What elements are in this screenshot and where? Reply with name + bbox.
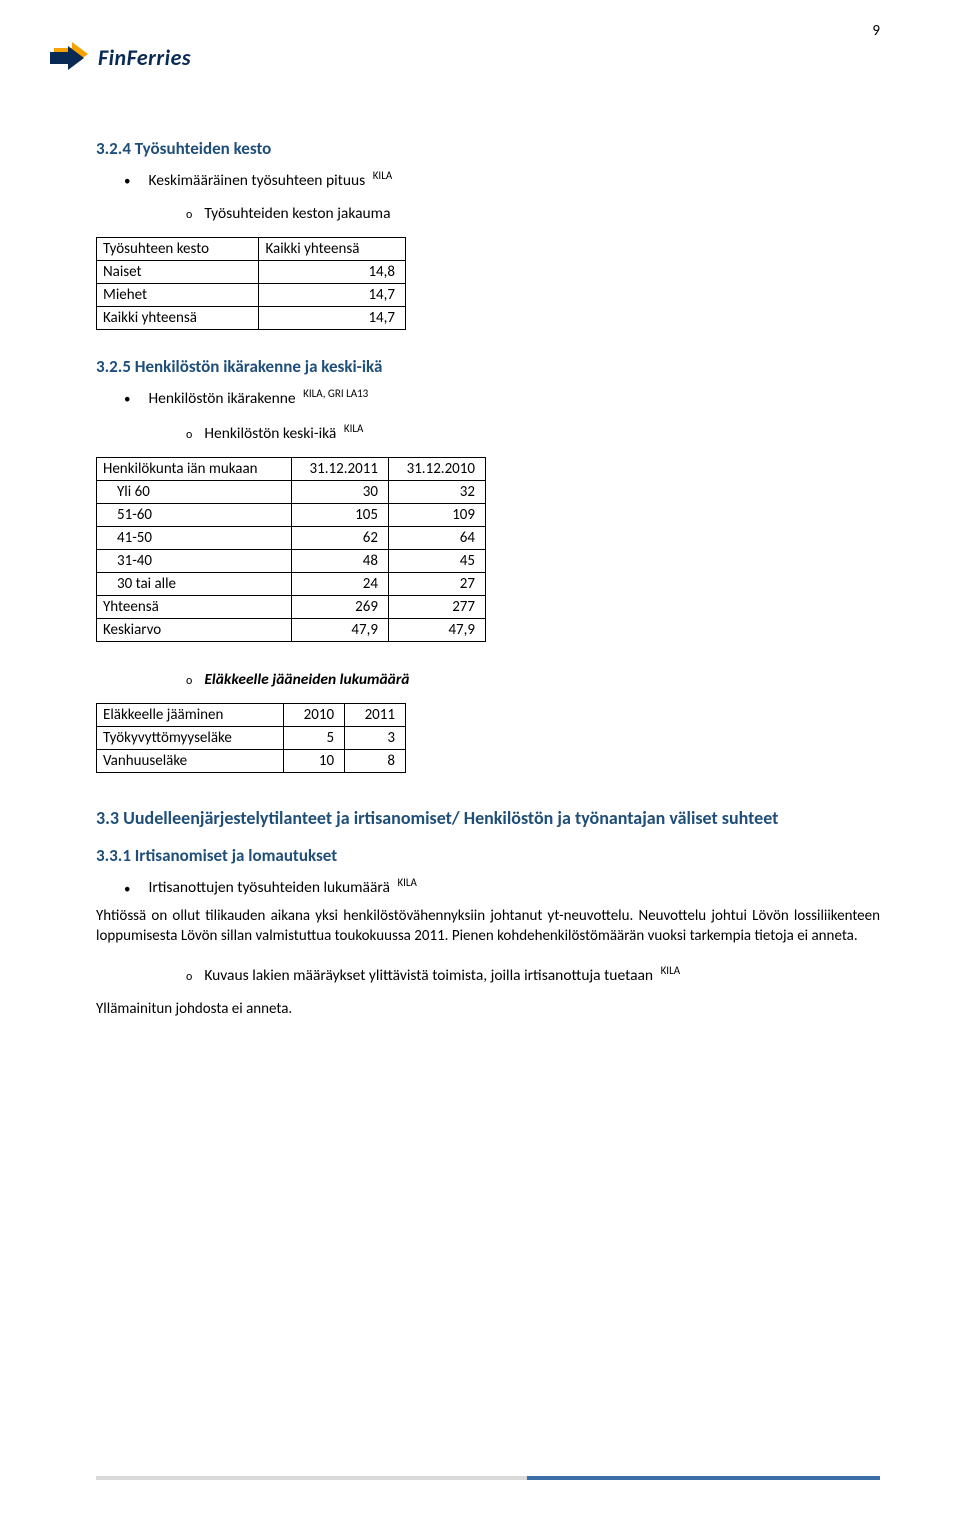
- table-325a: Henkilökunta iän mukaan 31.12.2011 31.12…: [96, 457, 486, 642]
- sub-bullet-325b: o Eläkkeelle jääneiden lukumäärä: [186, 670, 880, 689]
- sub-bullet-325a-sup: KILA: [344, 422, 363, 435]
- sub-bullet-331: o Kuvaus lakien määräykset ylittävistä t…: [186, 964, 880, 985]
- table-row: Keskiarvo47,947,9: [97, 619, 486, 642]
- table-row: 30 tai alle2427: [97, 573, 486, 596]
- closing-331: Yllämainitun johdosta ei anneta.: [96, 999, 880, 1019]
- table-row: Vanhuuseläke108: [97, 750, 406, 773]
- bullet-331-text: Irtisanottujen työsuhteiden lukumäärä: [148, 879, 389, 898]
- company-logo: FinFerries: [48, 38, 191, 76]
- heading-331: 3.3.1 Irtisanomiset ja lomautukset: [96, 845, 880, 866]
- table-325b: Eläkkeelle jääminen 2010 2011 Työkyvyttö…: [96, 703, 406, 773]
- table-row: Työsuhteen kesto Kaikki yhteensä: [97, 238, 406, 261]
- bullet-325: • Henkilöstön ikärakenne KILA, GRI LA13: [124, 387, 880, 408]
- para-331: Yhtiössä on ollut tilikauden aikana yksi…: [96, 906, 880, 947]
- heading-324: 3.2.4 Työsuhteiden kesto: [96, 138, 880, 159]
- logo-text: FinFerries: [98, 44, 191, 71]
- table-row: Yli 603032: [97, 481, 486, 504]
- arrow-icon: [48, 38, 92, 76]
- page-number: 9: [872, 22, 880, 40]
- circle-bullet-icon: o: [186, 428, 192, 442]
- table-header-cell: Kaikki yhteensä: [259, 238, 406, 261]
- heading-325: 3.2.5 Henkilöstön ikärakenne ja keski-ik…: [96, 356, 880, 377]
- circle-bullet-icon: o: [186, 208, 192, 222]
- sub-bullet-331-text: Kuvaus lakien määräykset ylittävistä toi…: [204, 966, 653, 985]
- circle-bullet-icon: o: [186, 674, 192, 688]
- bullet-325-text: Henkilöstön ikärakenne: [148, 389, 295, 408]
- footer-line: [96, 1476, 880, 1480]
- sub-bullet-325b-text: Eläkkeelle jääneiden lukumäärä: [204, 670, 409, 689]
- heading-33: 3.3 Uudelleenjärjestelytilanteet ja irti…: [96, 807, 856, 829]
- bullet-dot-icon: •: [124, 393, 130, 406]
- table-row: Työkyvyttömyyseläke53: [97, 727, 406, 750]
- sub-bullet-324-text: Työsuhteiden keston jakauma: [204, 204, 390, 223]
- table-324: Työsuhteen kesto Kaikki yhteensä Naiset1…: [96, 237, 406, 330]
- table-row: Eläkkeelle jääminen 2010 2011: [97, 704, 406, 727]
- table-header-cell: Työsuhteen kesto: [97, 238, 259, 261]
- table-row: Yhteensä269277: [97, 596, 486, 619]
- sub-bullet-325a: o Henkilöstön keski-ikä KILA: [186, 422, 880, 443]
- table-row: Naiset14,8: [97, 261, 406, 284]
- page-content: 3.2.4 Työsuhteiden kesto • Keskimääräine…: [96, 138, 880, 1020]
- sub-bullet-331-sup: KILA: [661, 964, 680, 977]
- bullet-dot-icon: •: [124, 175, 130, 188]
- table-row: 31-404845: [97, 550, 486, 573]
- bullet-dot-icon: •: [124, 883, 130, 896]
- sub-bullet-324: o Työsuhteiden keston jakauma: [186, 204, 880, 223]
- bullet-331: • Irtisanottujen työsuhteiden lukumäärä …: [124, 876, 880, 897]
- table-row: 41-506264: [97, 527, 486, 550]
- bullet-324-sup: KILA: [373, 169, 392, 182]
- sub-bullet-325a-text: Henkilöstön keski-ikä: [204, 424, 336, 443]
- table-row: Henkilökunta iän mukaan 31.12.2011 31.12…: [97, 458, 486, 481]
- bullet-324: • Keskimääräinen työsuhteen pituus KILA: [124, 169, 880, 190]
- circle-bullet-icon: o: [186, 970, 192, 984]
- bullet-331-sup: KILA: [397, 876, 416, 889]
- table-row: Miehet14,7: [97, 284, 406, 307]
- bullet-325-sup: KILA, GRI LA13: [303, 387, 368, 400]
- bullet-324-text: Keskimääräinen työsuhteen pituus: [148, 171, 365, 190]
- table-row: 51-60105109: [97, 504, 486, 527]
- table-row: Kaikki yhteensä14,7: [97, 307, 406, 330]
